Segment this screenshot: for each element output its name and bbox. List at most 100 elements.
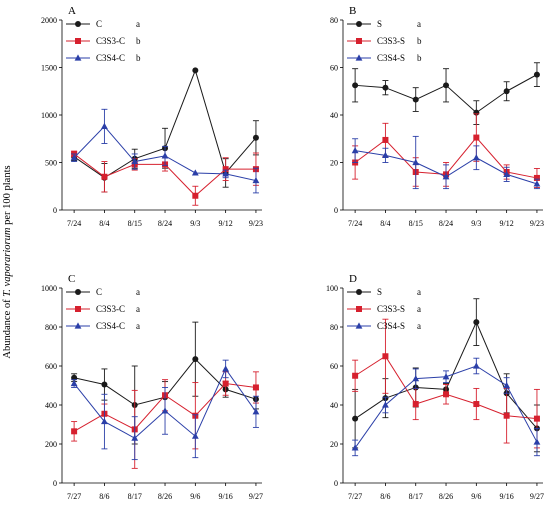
y-tick-label: 0 bbox=[53, 479, 57, 488]
data-point bbox=[382, 136, 389, 143]
y-tick-label: 1500 bbox=[41, 64, 57, 73]
legend-entry-label: C bbox=[96, 19, 102, 29]
data-point bbox=[412, 158, 420, 166]
x-tick-label: 9/3 bbox=[471, 219, 481, 228]
series-c3s4-s bbox=[351, 357, 541, 457]
series-c3s4-c bbox=[70, 359, 260, 461]
legend-entry-letter: a bbox=[136, 304, 140, 314]
data-point bbox=[74, 322, 82, 329]
y-tick-label: 800 bbox=[45, 323, 57, 332]
y-tick-label: 40 bbox=[330, 401, 338, 410]
data-point bbox=[71, 428, 78, 435]
legend-entry-label: C3S3-C bbox=[96, 304, 125, 314]
x-tick-label: 9/27 bbox=[530, 492, 544, 501]
data-point bbox=[503, 381, 511, 389]
data-point bbox=[412, 96, 419, 103]
data-point bbox=[443, 82, 450, 89]
data-point bbox=[252, 408, 260, 415]
legend-entry-letter: b bbox=[136, 36, 141, 46]
x-tick-label: 8/26 bbox=[158, 492, 172, 501]
x-tick-label: 7/24 bbox=[348, 219, 362, 228]
data-point bbox=[222, 380, 229, 387]
x-tick-label: 9/3 bbox=[190, 219, 200, 228]
data-point bbox=[75, 21, 81, 27]
data-point bbox=[131, 434, 139, 441]
x-tick-label: 9/6 bbox=[471, 492, 481, 501]
data-point bbox=[161, 152, 169, 159]
data-point bbox=[351, 444, 359, 451]
legend-entry-letter: a bbox=[417, 304, 421, 314]
data-point bbox=[192, 67, 199, 74]
x-tick-label: 9/12 bbox=[500, 219, 514, 228]
y-axis-title-suffix: per 100 plants bbox=[2, 165, 13, 227]
legend-entry-label: C3S3-S bbox=[377, 36, 405, 46]
x-tick-label: 8/15 bbox=[128, 219, 142, 228]
x-tick-label: 9/27 bbox=[249, 492, 263, 501]
data-point bbox=[222, 166, 229, 173]
y-tick-label: 200 bbox=[45, 440, 57, 449]
x-tick-label: 8/24 bbox=[158, 219, 172, 228]
legend-entry-label: C3S3-C bbox=[96, 36, 125, 46]
x-tick-label: 8/17 bbox=[409, 492, 423, 501]
data-point bbox=[222, 365, 230, 372]
legend-entry-letter: b bbox=[136, 53, 141, 63]
x-tick-label: 7/27 bbox=[348, 492, 362, 501]
data-point bbox=[192, 192, 199, 199]
y-axis-title-prefix: Abundance of bbox=[2, 297, 13, 359]
x-tick-label: 9/12 bbox=[219, 219, 233, 228]
y-tick-label: 2000 bbox=[41, 16, 57, 25]
data-point bbox=[473, 134, 480, 141]
x-tick-label: 9/16 bbox=[500, 492, 514, 501]
y-tick-label: 40 bbox=[330, 111, 338, 120]
data-point bbox=[382, 401, 389, 408]
data-point bbox=[473, 319, 480, 326]
y-tick-label: 0 bbox=[334, 206, 338, 215]
legend-entry-label: S bbox=[377, 19, 382, 29]
y-tick-label: 80 bbox=[330, 16, 338, 25]
data-point bbox=[533, 71, 540, 78]
x-tick-label: 8/15 bbox=[409, 219, 423, 228]
x-tick-label: 9/23 bbox=[249, 219, 263, 228]
data-point bbox=[355, 322, 363, 329]
y-tick-label: 20 bbox=[330, 159, 338, 168]
data-point bbox=[101, 417, 108, 425]
x-tick-label: 8/4 bbox=[99, 219, 109, 228]
x-tick-label: 8/6 bbox=[99, 492, 109, 501]
data-point bbox=[75, 38, 81, 44]
legend-entry-letter: a bbox=[417, 321, 421, 331]
y-tick-label: 60 bbox=[330, 362, 338, 371]
data-point bbox=[191, 169, 199, 176]
x-tick-label: 8/26 bbox=[439, 492, 453, 501]
x-tick-label: 9/23 bbox=[530, 219, 544, 228]
chart-panel-c: 0 200 400 600 800 1000 7/27 8/6 8/17 8/26 9/6 9/16 9… bbox=[41, 273, 263, 501]
data-point bbox=[382, 353, 389, 360]
data-point bbox=[191, 432, 199, 439]
data-point bbox=[503, 88, 510, 95]
legend-entry-label: S bbox=[377, 287, 382, 297]
x-tick-label: 8/17 bbox=[128, 492, 142, 501]
legend-entry-letter: a bbox=[136, 287, 140, 297]
series-c3s4-s bbox=[351, 135, 541, 190]
data-point bbox=[351, 147, 359, 154]
chart-panel-b: 0 20 40 60 80 7/24 8/4 8/15 8/24 9/3 9/12 9/23 B S a C3… bbox=[330, 5, 544, 228]
data-point bbox=[75, 306, 81, 312]
y-tick-label: 1000 bbox=[41, 111, 57, 120]
legend-entry-letter: a bbox=[417, 19, 421, 29]
data-point bbox=[252, 384, 259, 391]
data-point bbox=[472, 154, 480, 161]
legend-entry-label: C3S4-S bbox=[377, 321, 405, 331]
y-tick-label: 600 bbox=[45, 362, 57, 371]
data-point bbox=[352, 415, 359, 422]
legend-entry-label: C bbox=[96, 287, 102, 297]
data-point bbox=[70, 379, 78, 387]
panel-letter: C bbox=[68, 273, 75, 285]
legend-entry-label: C3S4-S bbox=[377, 53, 405, 63]
data-point bbox=[356, 38, 362, 44]
y-tick-label: 20 bbox=[330, 440, 338, 449]
y-axis-title-species: T. vaporariorum bbox=[2, 227, 13, 297]
legend-entry-letter: a bbox=[417, 287, 421, 297]
data-point bbox=[222, 170, 230, 177]
